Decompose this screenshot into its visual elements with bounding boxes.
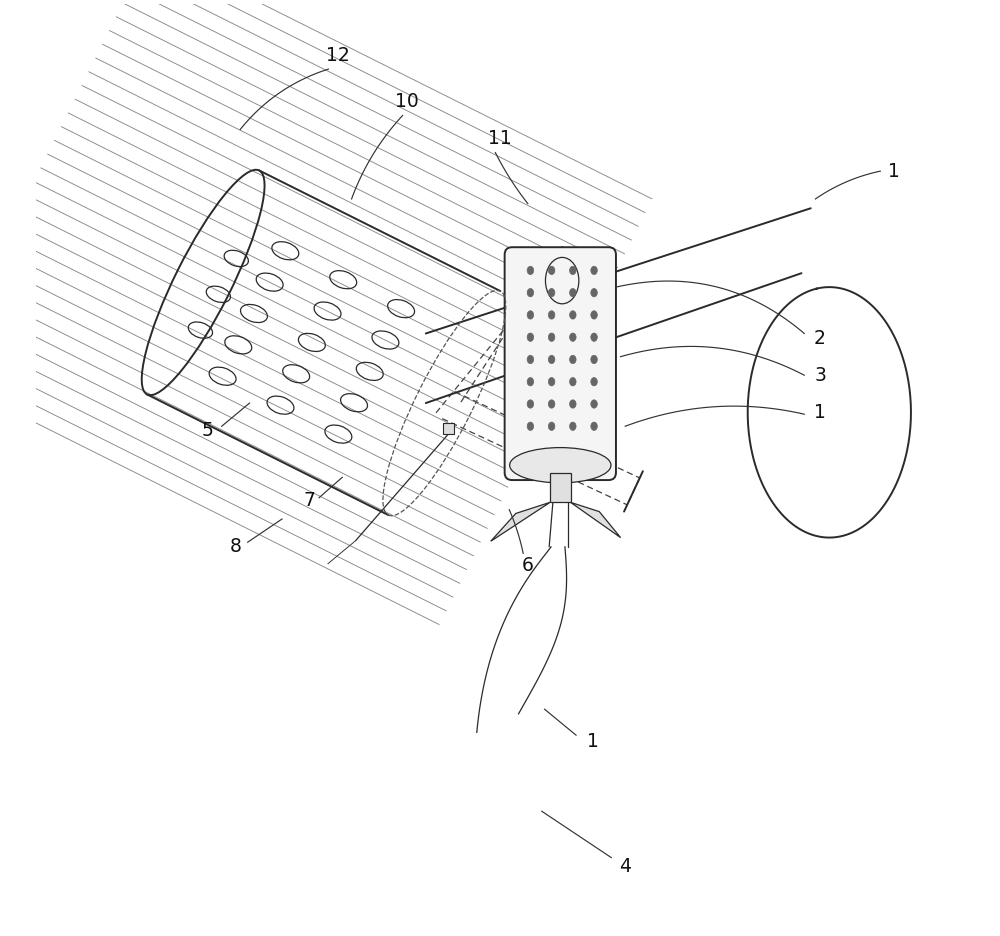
Ellipse shape [548, 377, 555, 386]
Ellipse shape [527, 400, 534, 408]
Ellipse shape [591, 266, 597, 274]
FancyBboxPatch shape [505, 247, 616, 480]
Ellipse shape [548, 333, 555, 342]
Ellipse shape [591, 400, 597, 408]
Text: 5: 5 [202, 421, 214, 441]
Text: 4: 4 [619, 857, 631, 876]
Text: 10: 10 [395, 92, 419, 111]
Text: 6: 6 [522, 556, 534, 575]
Ellipse shape [527, 377, 534, 386]
Ellipse shape [527, 311, 534, 319]
Text: 8: 8 [230, 537, 242, 556]
Ellipse shape [527, 422, 534, 431]
Text: 1: 1 [888, 162, 900, 181]
Text: 12: 12 [326, 46, 350, 65]
Ellipse shape [570, 266, 576, 274]
Ellipse shape [570, 333, 576, 342]
Ellipse shape [548, 400, 555, 408]
Ellipse shape [548, 422, 555, 431]
Ellipse shape [570, 400, 576, 408]
Text: 3: 3 [814, 366, 826, 385]
Ellipse shape [527, 333, 534, 342]
Ellipse shape [548, 288, 555, 297]
Ellipse shape [591, 422, 597, 431]
Ellipse shape [548, 356, 555, 364]
Ellipse shape [548, 266, 555, 274]
Text: 1: 1 [587, 732, 599, 752]
Ellipse shape [591, 288, 597, 297]
Ellipse shape [570, 311, 576, 319]
FancyBboxPatch shape [550, 473, 571, 503]
Polygon shape [571, 503, 621, 537]
Ellipse shape [527, 266, 534, 274]
Ellipse shape [570, 377, 576, 386]
Ellipse shape [527, 288, 534, 297]
Ellipse shape [527, 356, 534, 364]
Ellipse shape [591, 377, 597, 386]
Bar [443, 423, 454, 434]
Ellipse shape [570, 422, 576, 431]
Ellipse shape [591, 311, 597, 319]
Polygon shape [491, 503, 550, 541]
Ellipse shape [548, 311, 555, 319]
Text: 1: 1 [814, 402, 826, 422]
Ellipse shape [510, 447, 611, 483]
Ellipse shape [591, 356, 597, 364]
Ellipse shape [591, 333, 597, 342]
Text: 2: 2 [814, 329, 826, 347]
Text: 11: 11 [488, 129, 512, 148]
Ellipse shape [570, 288, 576, 297]
Ellipse shape [570, 356, 576, 364]
Text: 7: 7 [304, 491, 316, 510]
